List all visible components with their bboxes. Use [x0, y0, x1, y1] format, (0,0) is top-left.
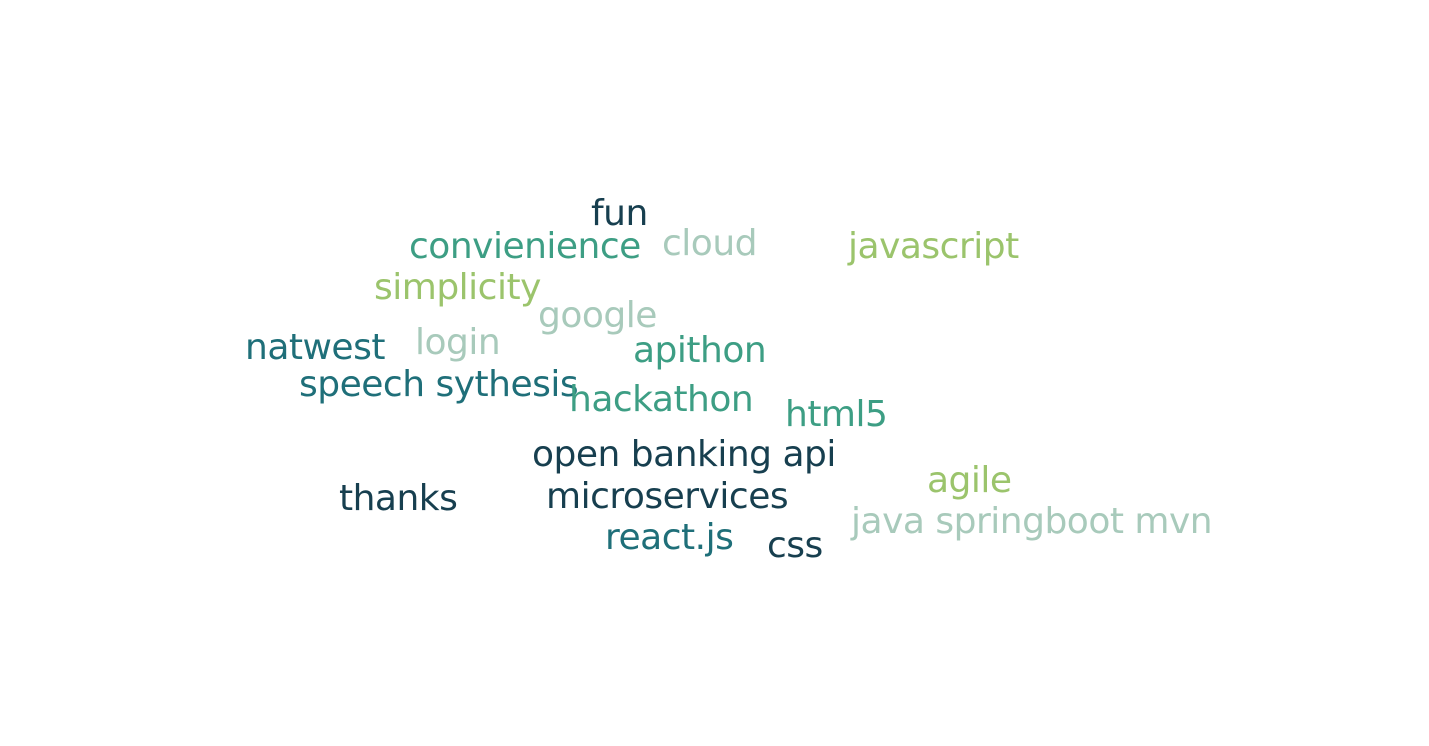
word-react-js: react.js: [605, 517, 734, 558]
word-natwest: natwest: [245, 327, 385, 368]
word-fun: fun: [591, 193, 648, 234]
word-convienience: convienience: [409, 226, 641, 267]
word-speech-sythesis: speech sythesis: [299, 364, 579, 405]
word-apithon: apithon: [633, 330, 767, 371]
word-cloud-term: cloud: [662, 223, 758, 264]
word-javascript: javascript: [848, 226, 1019, 267]
word-agile: agile: [927, 460, 1012, 501]
word-simplicity: simplicity: [374, 267, 541, 308]
word-thanks: thanks: [339, 478, 458, 519]
word-google: google: [538, 295, 657, 336]
word-css: css: [767, 525, 823, 566]
word-java-springboot-mvn: java springboot mvn: [851, 501, 1213, 542]
word-html5: html5: [785, 394, 888, 435]
word-open-banking-api: open banking api: [532, 434, 836, 475]
word-microservices: microservices: [546, 476, 789, 517]
word-hackathon: hackathon: [569, 379, 754, 420]
word-login: login: [415, 322, 501, 363]
